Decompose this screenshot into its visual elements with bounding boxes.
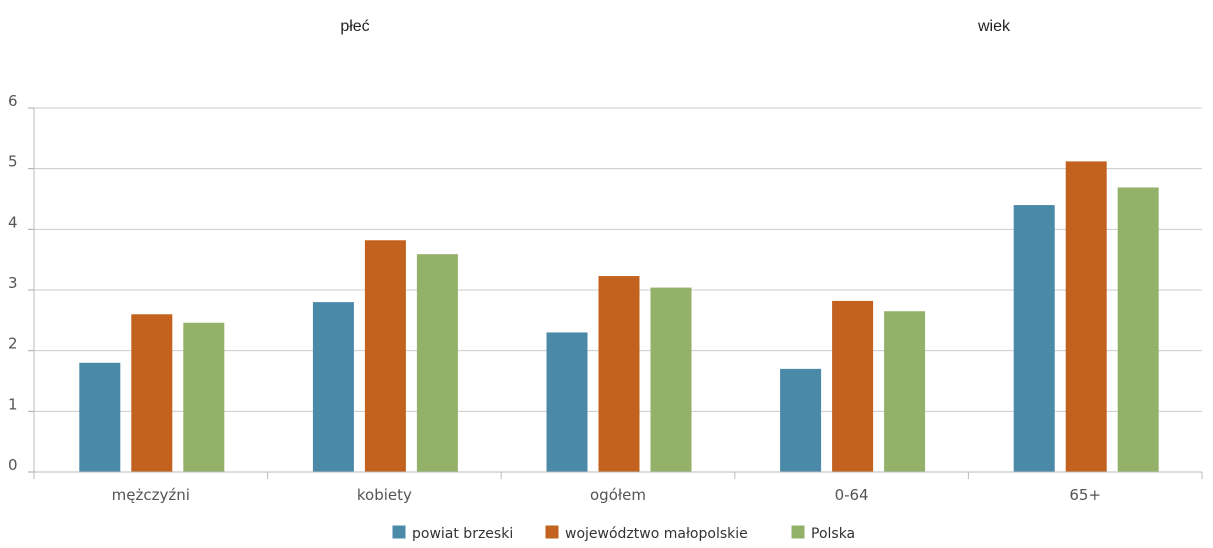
- x-category-label: 65+: [1069, 486, 1101, 504]
- y-tick-label: 5: [8, 153, 18, 171]
- legend-label: województwo małopolskie: [565, 526, 748, 542]
- group-header-age: wiek: [977, 18, 1011, 35]
- bar: [780, 368, 822, 472]
- x-category-label: 0-64: [835, 486, 869, 504]
- bar: [183, 322, 225, 472]
- y-tick-label: 0: [8, 456, 18, 474]
- group-header-sex: płeć: [340, 18, 370, 35]
- y-tick-label: 3: [8, 274, 18, 292]
- y-tick-label: 6: [8, 92, 18, 110]
- y-tick-label: 4: [8, 213, 18, 231]
- y-tick-label: 1: [8, 395, 18, 413]
- x-category-label: kobiety: [357, 486, 412, 504]
- y-tick-label: 2: [8, 335, 18, 353]
- bar: [546, 332, 588, 472]
- bar: [598, 276, 640, 472]
- bar: [416, 254, 458, 472]
- bar: [884, 311, 926, 472]
- legend-swatch: [391, 524, 407, 540]
- bar: [832, 300, 874, 472]
- legend-label: powiat brzeski: [412, 526, 513, 542]
- x-category-label: ogółem: [590, 486, 646, 504]
- bar: [650, 287, 692, 472]
- bar: [1013, 205, 1055, 473]
- x-category-label: mężczyźni: [112, 486, 190, 504]
- legend-swatch: [790, 524, 806, 540]
- bar: [79, 362, 121, 472]
- bar: [364, 240, 406, 472]
- bar: [312, 302, 354, 472]
- bar: [1065, 161, 1107, 473]
- bar: [1117, 187, 1159, 472]
- legend-label: Polska: [811, 526, 855, 542]
- bar: [131, 314, 173, 472]
- legend-swatch: [544, 524, 560, 540]
